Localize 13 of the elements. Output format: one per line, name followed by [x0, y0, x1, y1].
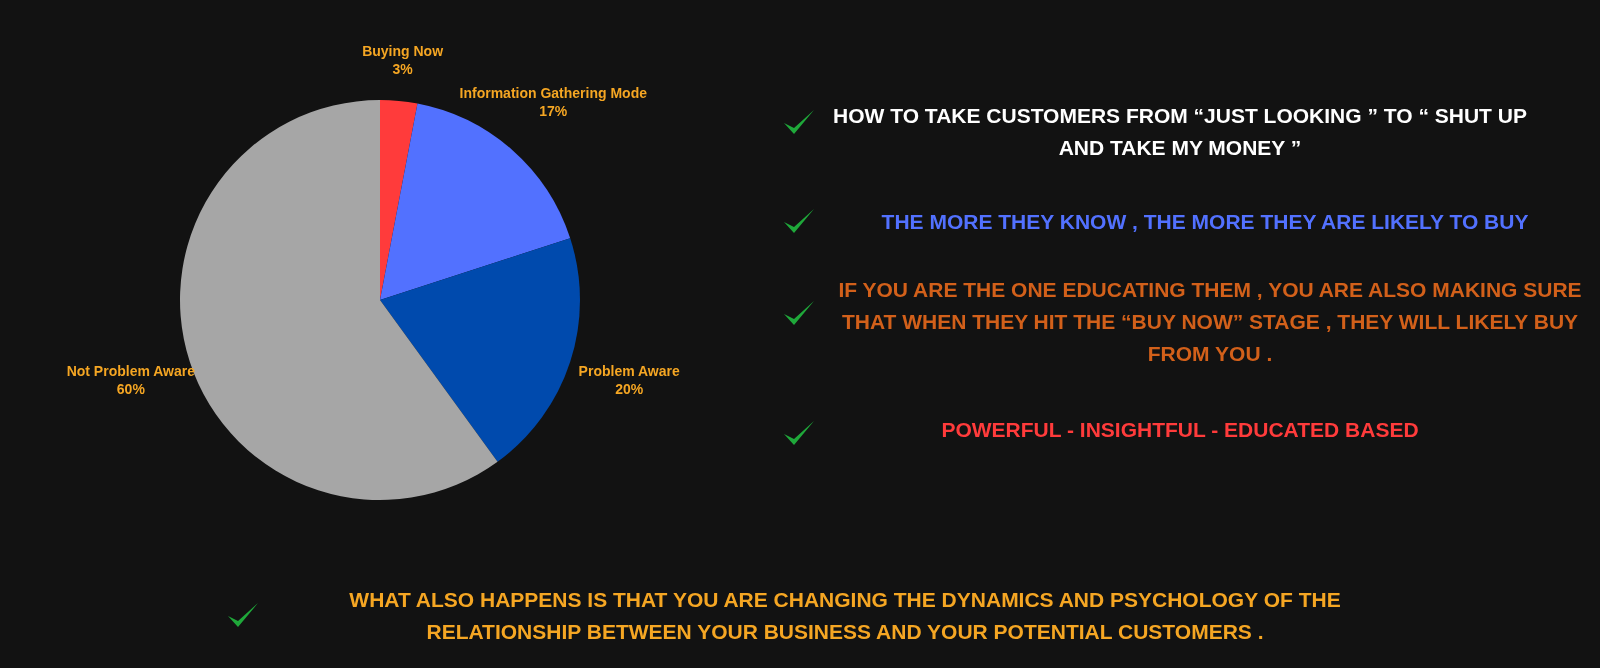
text: THE MORE THEY KNOW , THE MORE THEY ARE LIKELY TO BUY [880, 209, 1530, 235]
data-label: 3% [392, 60, 414, 77]
data-label: 17% [539, 103, 568, 120]
data-label: 20% [615, 380, 644, 397]
text: WHAT ALSO HAPPENS IS THAT YOU ARE CHANGING THE DYNAMICS AND PSYCHOLOGY OF THE RELATIONSHIP BETWEEN YOUR BUSINESS AND YOUR POTENTIAL CUSTOMERS . [348, 587, 1342, 645]
text: POWERFUL - INSIGHTFUL - EDUCATED BASED [940, 417, 1420, 443]
slice-label: Information Gathering Mode [459, 85, 648, 102]
slice-label: Buying Now [362, 42, 444, 59]
text: HOW TO TAKE CUSTOMERS FROM “JUST LOOKING ” TO “ SHUT UP AND TAKE MY MONEY ” [832, 103, 1528, 161]
slice-label: Not Problem Aware [66, 362, 196, 379]
data-label: 60% [116, 380, 146, 397]
slice-label: Problem Aware [578, 362, 680, 379]
text: IF YOU ARE THE ONE EDUCATING THEM , YOU ARE ALSO MAKING SURE THAT WHEN THEY HIT THE “BUY NOW” STAGE , THEY WILL LIKELY BUY FROM YOU . [837, 277, 1583, 367]
